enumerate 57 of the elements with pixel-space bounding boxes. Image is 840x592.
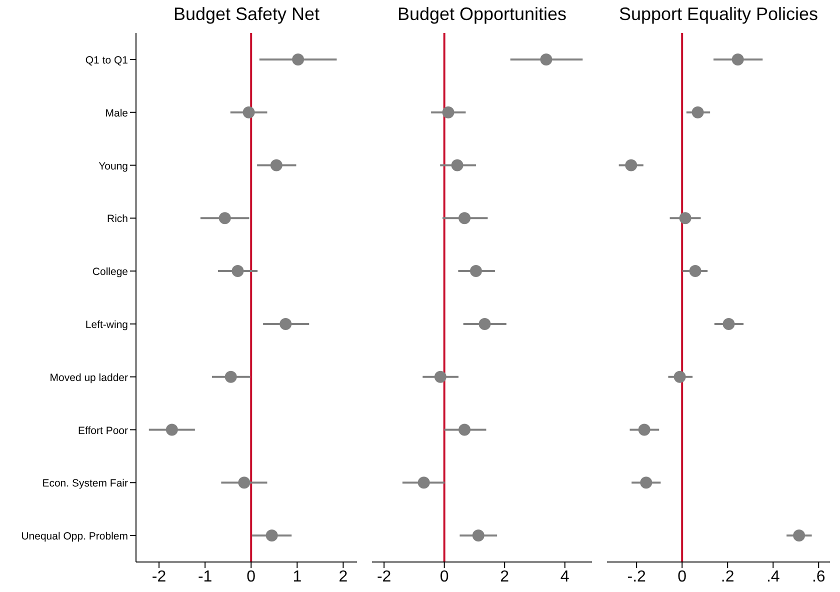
point — [218, 212, 231, 224]
x-tick-label: .4 — [766, 568, 780, 586]
y-tick-label: Rich — [106, 213, 128, 226]
x-tick-label: 2 — [500, 568, 510, 586]
point — [692, 106, 704, 118]
x-tick-label: 0 — [440, 568, 449, 586]
chart-title: Budget Safety Net — [172, 4, 321, 25]
point — [418, 476, 430, 489]
y-tick-label: College — [92, 266, 128, 278]
point — [266, 530, 278, 542]
point — [166, 424, 178, 436]
y-tick-label: Q1 to Q1 — [85, 54, 128, 66]
point — [442, 106, 454, 118]
x-tick-label: 4 — [560, 568, 570, 586]
point — [224, 370, 237, 383]
y-tick-label: Left-wing — [85, 318, 128, 331]
chart-title: Support Equality Policies — [618, 4, 820, 25]
y-tick-label: Moved up ladder — [50, 372, 128, 384]
y-tick-label: Effort Poor — [78, 424, 128, 437]
point — [679, 212, 692, 224]
point — [451, 159, 464, 172]
point — [292, 53, 304, 66]
point — [280, 318, 292, 330]
x-tick-label: 0 — [246, 568, 256, 586]
point — [458, 212, 471, 224]
point — [270, 159, 282, 172]
point — [722, 318, 735, 330]
x-tick-label: .6 — [812, 568, 826, 586]
x-tick-label: -2 — [152, 568, 166, 586]
point — [793, 530, 806, 542]
point — [689, 265, 702, 278]
y-tick-label: Young — [98, 160, 128, 172]
x-tick-label: -1 — [198, 568, 212, 586]
point — [638, 424, 650, 436]
point — [674, 370, 686, 383]
point — [232, 265, 244, 278]
x-tick-label: .2 — [720, 568, 734, 586]
point — [732, 53, 744, 66]
point — [640, 476, 652, 489]
x-tick-label: 0 — [678, 568, 687, 586]
point — [625, 159, 638, 172]
y-tick-label: Male — [105, 107, 128, 120]
x-tick-label: -.2 — [627, 568, 646, 586]
point — [478, 318, 491, 330]
point — [472, 530, 484, 542]
point — [434, 370, 446, 383]
y-tick-label: Econ. System Fair — [42, 478, 128, 490]
point — [470, 265, 482, 278]
point — [458, 424, 471, 436]
y-tick-label: Unequal Opp. Problem — [21, 530, 128, 543]
x-tick-label: -2 — [376, 568, 392, 586]
x-tick-label: 2 — [338, 568, 348, 586]
chart-title: Budget Opportunities — [396, 4, 568, 25]
point — [238, 476, 250, 489]
point — [540, 53, 552, 66]
point — [242, 106, 255, 118]
x-tick-label: 1 — [292, 568, 302, 586]
